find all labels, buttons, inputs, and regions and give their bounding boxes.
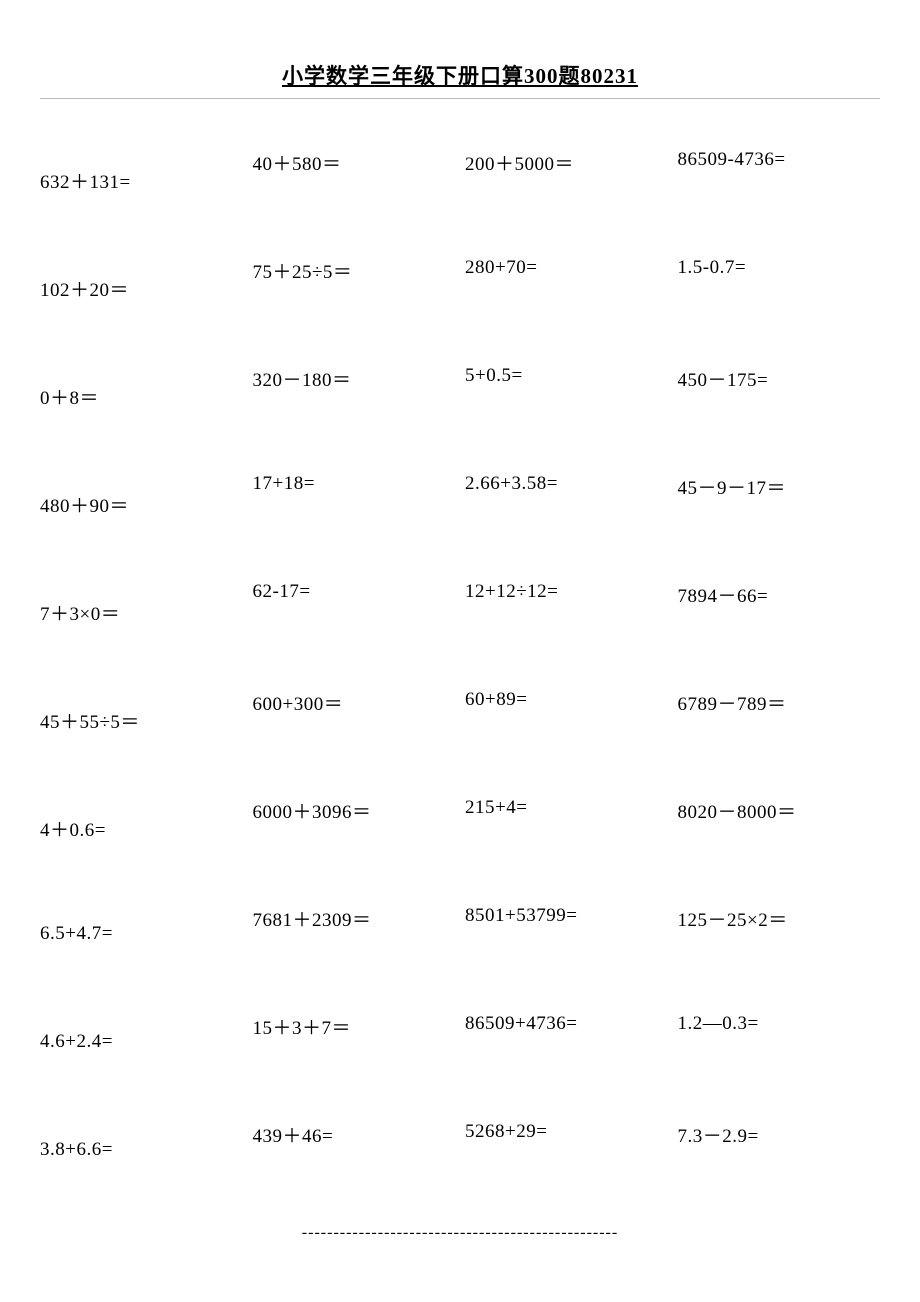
problem-cell: 6.5+4.7= xyxy=(40,895,243,1003)
problem-cell: 17+18= xyxy=(253,463,456,571)
problem-cell: 480＋90＝ xyxy=(40,463,243,571)
problem-cell: 450－175= xyxy=(678,355,881,463)
problem-cell: 15＋3＋7＝ xyxy=(253,1003,456,1111)
problem-cell: 600+300＝ xyxy=(253,679,456,787)
problem-cell: 7.3－2.9= xyxy=(678,1111,881,1219)
problem-cell: 4.6+2.4= xyxy=(40,1003,243,1111)
problem-cell: 2.66+3.58= xyxy=(465,463,668,571)
footer-dashes: ----------------------------------------… xyxy=(40,1224,880,1242)
problem-cell: 1.2—0.3= xyxy=(678,1003,881,1111)
problem-cell: 7＋3×0＝ xyxy=(40,571,243,679)
problem-cell: 102＋20＝ xyxy=(40,247,243,355)
problem-cell: 280+70= xyxy=(465,247,668,355)
page-title: 小学数学三年级下册口算300题80231 xyxy=(40,60,880,90)
problem-cell: 45－9－17＝ xyxy=(678,463,881,571)
title-rule xyxy=(40,98,880,99)
problems-grid: 632＋131=40＋580＝200＋5000＝86509-4736= 102＋2… xyxy=(40,139,880,1219)
problem-cell: 125－25×2＝ xyxy=(678,895,881,1003)
problem-cell: 7894－66= xyxy=(678,571,881,679)
problem-cell: 6000＋3096＝ xyxy=(253,787,456,895)
problem-cell: 6789－789＝ xyxy=(678,679,881,787)
problem-cell: 86509+4736= xyxy=(465,1003,668,1111)
worksheet-page: 小学数学三年级下册口算300题80231 632＋131=40＋580＝200＋… xyxy=(0,0,920,1282)
problem-cell: 62-17= xyxy=(253,571,456,679)
problem-cell: 3.8+6.6= xyxy=(40,1111,243,1219)
problem-cell: 200＋5000＝ xyxy=(465,139,668,247)
problem-cell: 0＋8＝ xyxy=(40,355,243,463)
problem-cell: 40＋580＝ xyxy=(253,139,456,247)
problem-cell: 8020－8000＝ xyxy=(678,787,881,895)
problem-cell: 4＋0.6= xyxy=(40,787,243,895)
problem-cell: 5268+29= xyxy=(465,1111,668,1219)
problem-cell: 75＋25÷5＝ xyxy=(253,247,456,355)
problem-cell: 632＋131= xyxy=(40,139,243,247)
problem-cell: 86509-4736= xyxy=(678,139,881,247)
problem-cell: 45＋55÷5＝ xyxy=(40,679,243,787)
problem-cell: 60+89= xyxy=(465,679,668,787)
problem-cell: 12+12÷12= xyxy=(465,571,668,679)
problem-cell: 215+4= xyxy=(465,787,668,895)
problem-cell: 320－180＝ xyxy=(253,355,456,463)
problem-cell: 8501+53799= xyxy=(465,895,668,1003)
problem-cell: 5+0.5= xyxy=(465,355,668,463)
problem-cell: 7681＋2309＝ xyxy=(253,895,456,1003)
problem-cell: 1.5-0.7= xyxy=(678,247,881,355)
problem-cell: 439＋46= xyxy=(253,1111,456,1219)
